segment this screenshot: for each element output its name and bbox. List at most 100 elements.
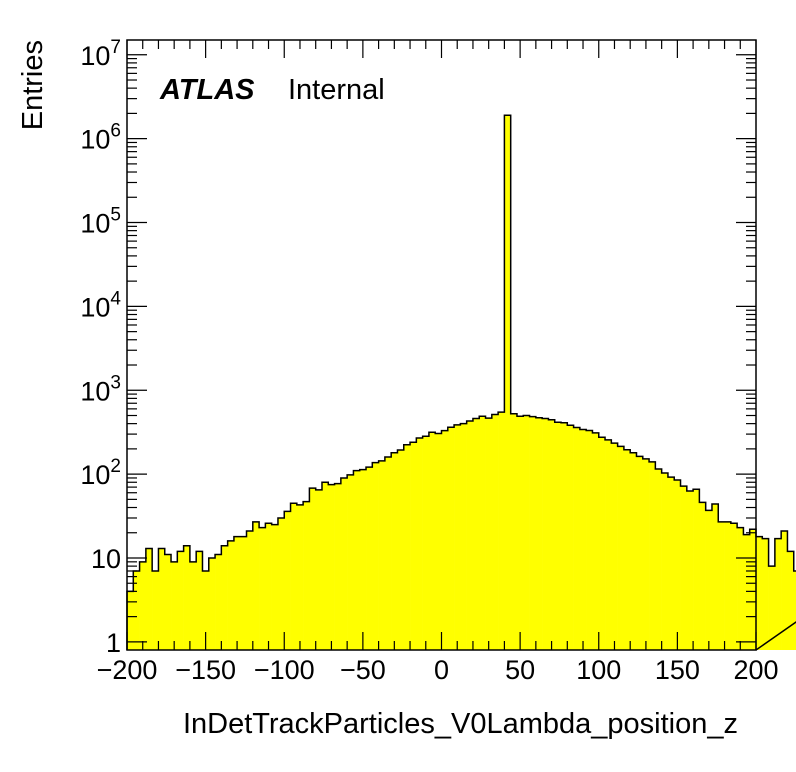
histogram-bin (246, 530, 254, 650)
x-axis-label: InDetTrackParticles_V0Lambda_position_z (183, 708, 738, 740)
x-tick-label: −100 (254, 655, 315, 685)
histogram-bin (447, 427, 455, 650)
histogram-bin (252, 521, 260, 650)
histogram-bin (145, 548, 153, 650)
histogram-bin (353, 470, 361, 650)
histogram-bin (781, 530, 788, 650)
histogram-bin (774, 538, 782, 650)
tick-labels: −200 −150 −100 −50 0 50 100 150 200 1 10 102 103 104 1… (80, 37, 778, 685)
histogram-bin (202, 570, 210, 650)
histogram-bin (762, 538, 769, 650)
y-tick-label: 104 (80, 288, 121, 322)
histogram-bin (233, 536, 241, 650)
histogram-bin (454, 424, 461, 650)
histogram-bin (403, 444, 411, 650)
histogram-bin (183, 545, 191, 650)
histogram-bin (705, 510, 713, 650)
histogram-bin (542, 418, 549, 650)
histogram-bin (127, 591, 134, 650)
histogram-bin (177, 551, 184, 650)
histogram-bin (290, 503, 298, 650)
histogram-bin (378, 460, 386, 650)
histogram-bin (680, 486, 688, 650)
histogram-bin (347, 474, 354, 650)
histogram-bin (208, 558, 216, 650)
histogram-bars (126, 114, 796, 651)
histogram-bin (498, 412, 505, 650)
histogram-bin (472, 418, 480, 650)
x-tick-label: 50 (505, 655, 535, 685)
histogram-bin (605, 439, 612, 650)
y-tick-label: 107 (80, 37, 121, 71)
histogram-bin (693, 489, 700, 650)
y-tick-label: 105 (80, 205, 121, 239)
histogram-bin (516, 416, 524, 650)
histogram-bin (221, 545, 228, 650)
histogram-bin (586, 430, 593, 650)
histogram-bin (548, 419, 556, 650)
histogram-bin (573, 427, 581, 650)
histogram-bin (510, 413, 518, 650)
histogram-bin (554, 422, 562, 650)
y-tick-label: 103 (80, 372, 121, 406)
histogram-bin (749, 529, 757, 650)
histogram-bin (592, 432, 600, 650)
histogram-bin (649, 461, 656, 650)
histogram-bin (523, 415, 530, 650)
histogram-bin (171, 561, 178, 650)
atlas-label: ATLAS (159, 74, 255, 106)
histogram-bin (743, 534, 751, 650)
histogram-bin (152, 570, 159, 650)
histogram-bin (340, 477, 348, 650)
x-tick-label: 100 (576, 655, 621, 685)
histogram-bin (259, 527, 266, 650)
histogram-bin (372, 462, 379, 650)
histogram-bin (359, 469, 367, 650)
x-tick-label: −150 (175, 655, 236, 685)
histogram-bin (699, 502, 706, 650)
histogram-bin (623, 449, 631, 650)
internal-label: Internal (288, 74, 385, 106)
x-tick-label: 0 (434, 655, 449, 685)
histogram-bin (756, 536, 763, 650)
histogram-bin (724, 521, 732, 650)
histogram-bin (579, 429, 587, 650)
histogram-bin (667, 477, 675, 650)
histogram-bin (189, 561, 197, 650)
histogram-bin (296, 504, 304, 650)
histogram-bin (636, 456, 644, 650)
histogram-bin (265, 523, 272, 650)
x-tick-label: 150 (655, 655, 700, 685)
histogram-bin (793, 570, 796, 650)
histogram-bin (730, 523, 738, 650)
histogram-bin (215, 554, 222, 650)
histogram-bin (479, 416, 486, 650)
histogram-bin (567, 425, 574, 650)
histogram-bin (491, 414, 499, 650)
histogram-bin (642, 458, 650, 650)
histogram-bin (303, 501, 310, 650)
x-tick-label: −50 (340, 655, 386, 685)
axis-ticks (126, 40, 757, 650)
histogram-bin (428, 432, 436, 650)
histogram-bin (661, 473, 669, 650)
histogram-bin (611, 443, 618, 650)
histogram-bin (441, 430, 449, 650)
y-tick-label: 102 (80, 456, 121, 490)
histogram-bin (277, 517, 285, 650)
histogram-bin (328, 484, 335, 650)
histogram-bin (460, 423, 467, 650)
y-tick-label: 10 (91, 544, 121, 574)
histogram-bin (315, 489, 323, 650)
histogram-bin (271, 524, 279, 650)
histogram-bin (410, 442, 417, 650)
histogram-bin (435, 433, 442, 650)
histogram-bin (240, 536, 247, 650)
histogram-bin (391, 452, 398, 650)
histogram-bin (535, 417, 543, 650)
histogram-bin (598, 437, 606, 650)
histogram-outline (126, 114, 796, 651)
histogram-bin (309, 488, 316, 650)
